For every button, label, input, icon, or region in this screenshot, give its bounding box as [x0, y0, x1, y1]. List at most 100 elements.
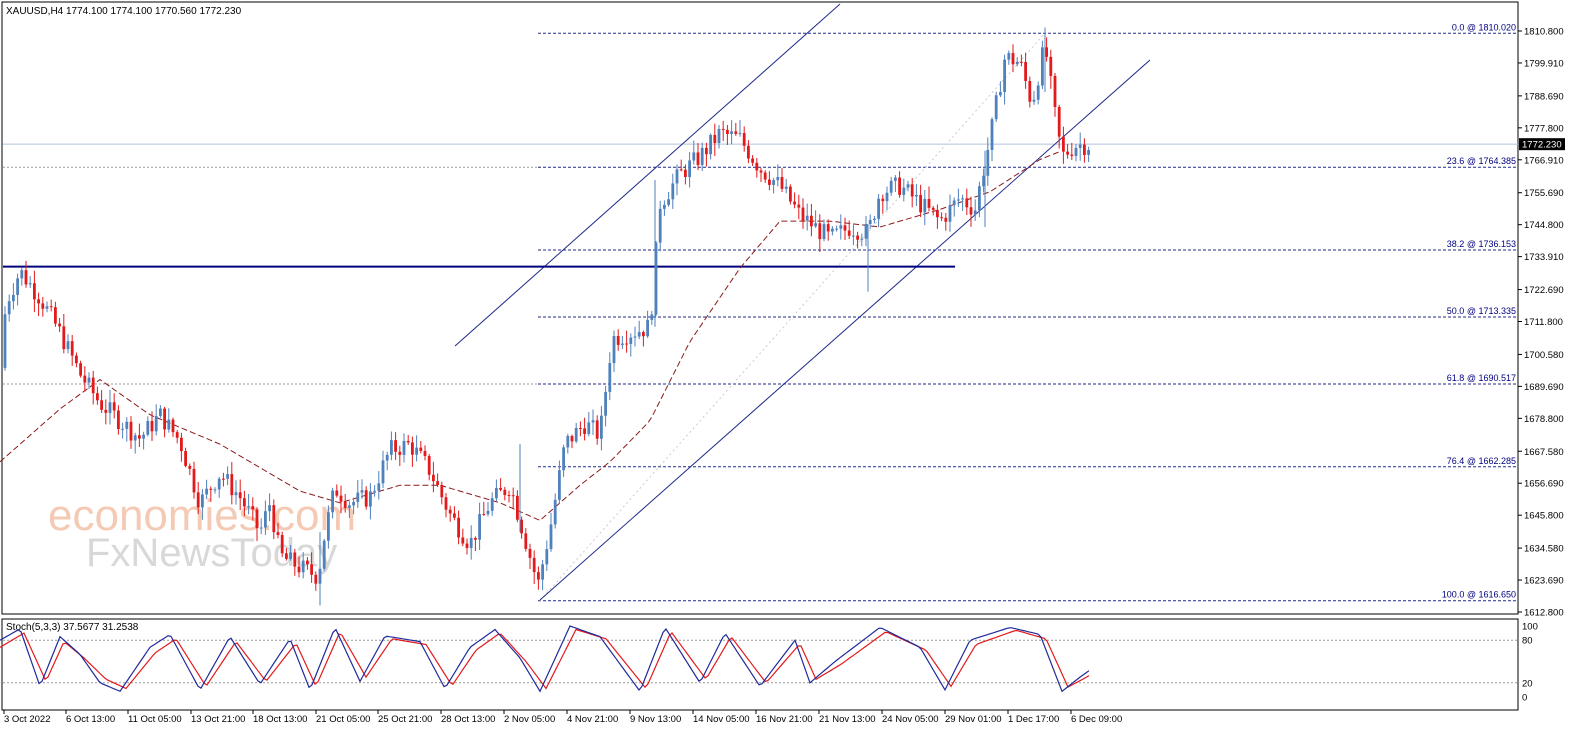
candle-body	[444, 497, 448, 510]
candle	[3, 306, 7, 371]
candle	[889, 176, 893, 196]
candle-body	[562, 447, 565, 471]
candle	[104, 399, 108, 425]
candle-body	[1007, 53, 1011, 60]
candle-body	[129, 421, 133, 441]
candle-body	[826, 224, 830, 232]
candle	[58, 317, 61, 332]
candle-body	[180, 437, 183, 452]
candle	[751, 155, 754, 166]
candle	[243, 490, 246, 517]
candle-body	[931, 207, 935, 210]
candle-body	[558, 470, 561, 500]
price-tick-label: 1667.580	[1524, 447, 1564, 458]
time-tick-label: 4 Nov 21:00	[567, 714, 618, 725]
candle-body	[961, 198, 964, 200]
candle-body	[314, 574, 318, 584]
candle	[213, 487, 217, 494]
candle	[1078, 132, 1082, 161]
candle	[301, 552, 305, 579]
candle	[658, 200, 662, 252]
candle	[66, 334, 70, 354]
candle-body	[1049, 56, 1053, 76]
candle-body	[457, 517, 460, 538]
candle	[650, 310, 654, 325]
candle-body	[684, 169, 687, 178]
candle-body	[251, 506, 255, 510]
price-tick-label: 1689.690	[1524, 382, 1564, 393]
candle	[952, 197, 956, 217]
candle-body	[310, 564, 313, 575]
candle	[667, 192, 670, 207]
candle-body	[889, 180, 893, 193]
candle	[373, 485, 376, 497]
fib-level-label: 76.4 @ 1662.285	[1447, 456, 1516, 466]
candle	[747, 140, 750, 163]
candle	[385, 451, 389, 471]
moving-average	[0, 151, 1061, 521]
candle-body	[87, 377, 91, 383]
candle	[885, 186, 889, 211]
candle	[940, 212, 943, 222]
candle	[1020, 54, 1023, 67]
candle	[293, 548, 297, 576]
candle	[721, 120, 725, 141]
candle-body	[705, 147, 708, 155]
candle	[167, 408, 171, 433]
candle	[377, 471, 381, 500]
candle-body	[1083, 144, 1086, 155]
candle-body	[192, 468, 196, 493]
candle-body	[222, 478, 225, 480]
candle-body	[877, 198, 880, 219]
candle	[100, 390, 103, 413]
candle	[314, 571, 318, 591]
candle	[654, 240, 658, 317]
candle-body	[776, 177, 780, 181]
candle-body	[772, 180, 775, 185]
time-tick-label: 21 Nov 13:00	[819, 714, 876, 725]
candle-body	[348, 505, 351, 508]
candle	[931, 206, 935, 216]
candle	[352, 497, 355, 515]
candle-body	[583, 428, 586, 434]
candle-body	[1053, 75, 1057, 107]
time-tick-label: 18 Oct 13:00	[253, 714, 307, 725]
candle	[1083, 138, 1086, 163]
price-tick-label: 1634.580	[1524, 544, 1564, 555]
candle	[801, 198, 805, 229]
stoch-tick-label: 100	[1522, 622, 1538, 633]
candle	[562, 444, 565, 477]
candle-body	[801, 207, 805, 221]
candle	[175, 429, 179, 444]
candle	[671, 173, 675, 209]
candle-body	[574, 428, 578, 442]
candle	[150, 411, 154, 441]
candle	[230, 462, 234, 505]
candle	[217, 476, 221, 498]
candle	[528, 543, 532, 569]
candle	[919, 184, 922, 218]
time-tick-label: 6 Dec 09:00	[1071, 714, 1122, 725]
candle	[961, 194, 964, 211]
candle-body	[952, 200, 956, 206]
candle	[621, 335, 624, 350]
candle	[238, 479, 242, 511]
candle-body	[763, 172, 767, 180]
candle	[360, 479, 364, 499]
candle	[948, 194, 952, 232]
candle-body	[448, 509, 452, 514]
candle	[994, 91, 998, 123]
candle-body	[369, 491, 372, 507]
candle	[394, 432, 397, 460]
candle	[856, 231, 859, 249]
candle	[1049, 49, 1053, 89]
candle	[205, 479, 208, 500]
candle	[776, 164, 780, 187]
candle	[255, 507, 259, 542]
candle-body	[524, 533, 528, 549]
candle	[797, 194, 801, 220]
candle	[364, 486, 368, 510]
candle-body	[226, 474, 229, 479]
candle	[675, 164, 679, 196]
